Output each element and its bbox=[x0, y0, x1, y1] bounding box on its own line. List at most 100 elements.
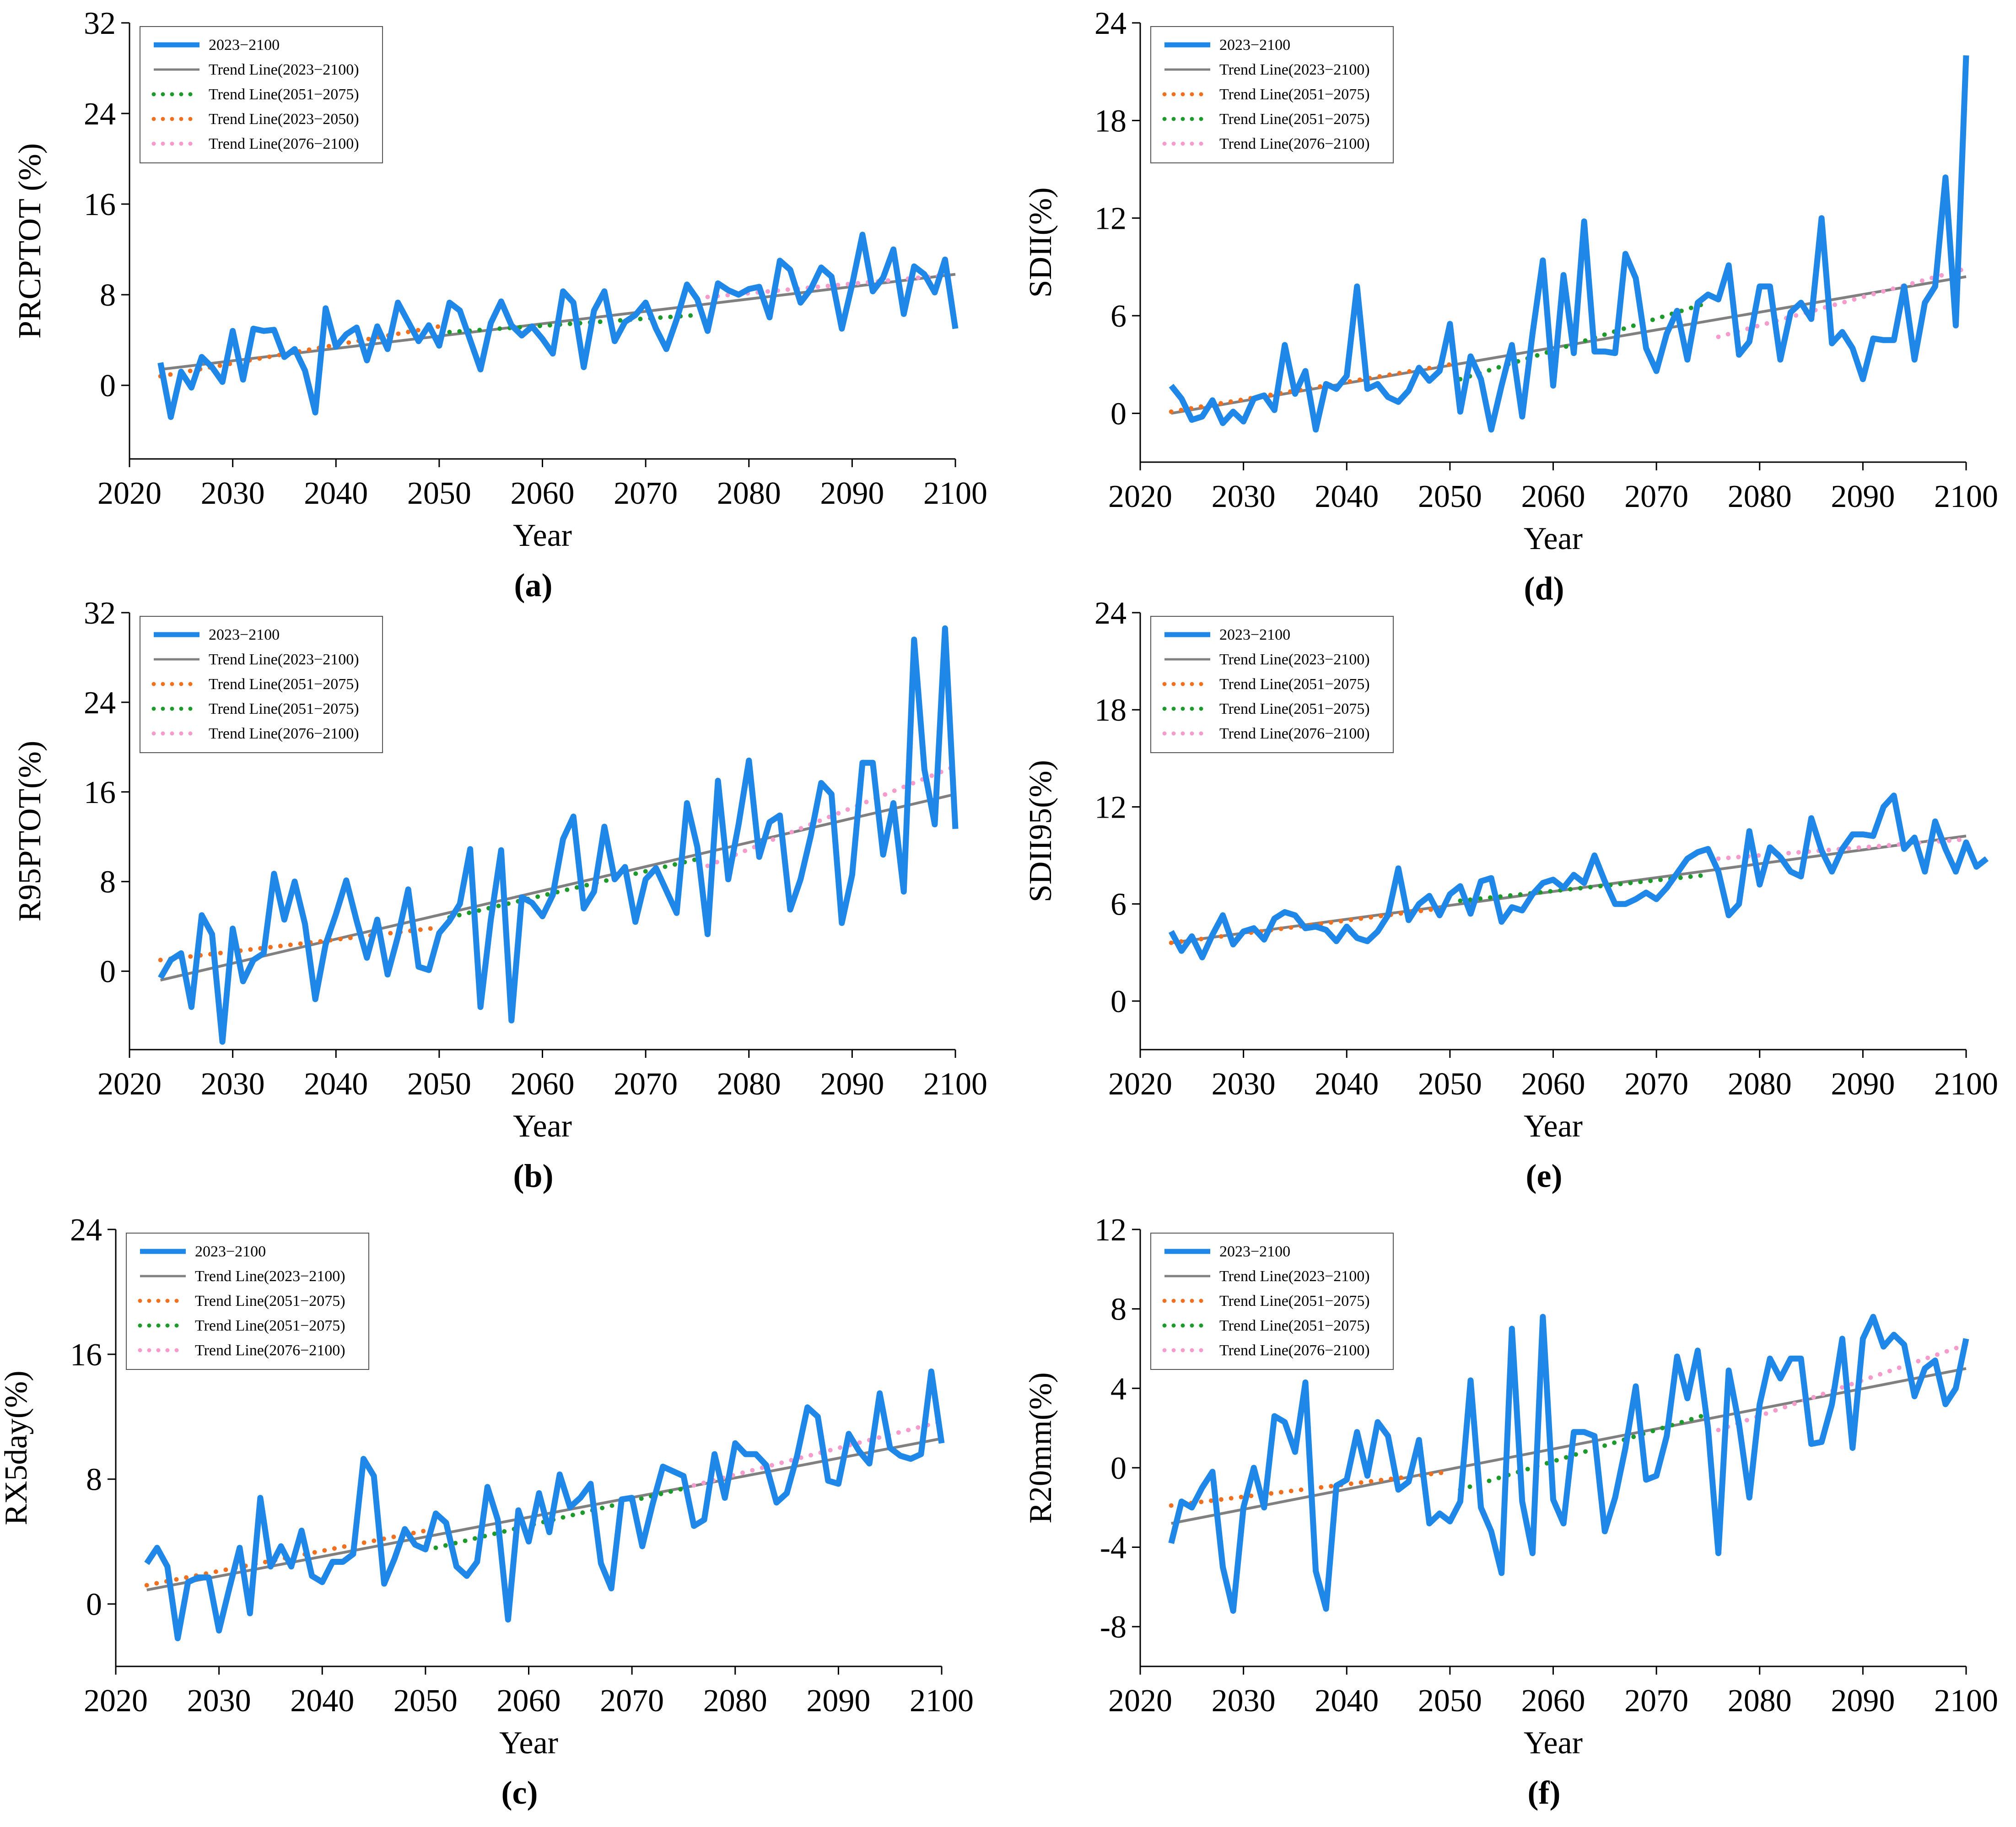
trend-line-green bbox=[433, 1486, 686, 1550]
x-tick-label: 2080 bbox=[703, 1683, 767, 1719]
x-tick-label: 2100 bbox=[1934, 479, 1998, 514]
x-tick-label: 2090 bbox=[1831, 479, 1895, 514]
y-tick-label: 32 bbox=[84, 596, 116, 631]
legend-label: 2023−2100 bbox=[209, 626, 280, 643]
legend: 2023−2100 Trend Line(2023−2100) Trend Line… bbox=[1150, 616, 1394, 753]
legend: 2023−2100 Trend Line(2023−2100) Trend Line… bbox=[140, 26, 383, 163]
legend-label: Trend Line(2051−2075) bbox=[1219, 1293, 1370, 1310]
y-axis-title: R20mm(%) bbox=[1023, 1372, 1058, 1524]
y-tick-label: 16 bbox=[84, 775, 116, 810]
x-tick-label: 2080 bbox=[717, 476, 781, 511]
series-line bbox=[1168, 1314, 1969, 1614]
legend-label: Trend Line(2023−2100) bbox=[195, 1268, 345, 1285]
legend-label: Trend Line(2051−2075) bbox=[209, 701, 359, 717]
y-tick-label: 18 bbox=[1094, 103, 1127, 139]
y-tick-label: 12 bbox=[1094, 201, 1127, 237]
x-tick-label: 2070 bbox=[600, 1683, 664, 1719]
trend-line-pink bbox=[1716, 1342, 1968, 1433]
y-tick-label: 0 bbox=[100, 954, 116, 990]
x-axis-title: Year bbox=[513, 1109, 572, 1144]
trend-line-pink bbox=[1716, 837, 1968, 861]
legend-label: Trend Line(2051−2075) bbox=[195, 1317, 345, 1334]
legend-label: Trend Line(2051−2075) bbox=[1219, 86, 1370, 103]
y-axis-title: RX5day(%) bbox=[0, 1370, 34, 1525]
x-tick-label: 2070 bbox=[1624, 1683, 1688, 1719]
panel-label: (a) bbox=[514, 567, 553, 604]
x-tick-label: 2020 bbox=[97, 476, 162, 511]
panel-label: (c) bbox=[501, 1774, 538, 1811]
y-tick-label: 6 bbox=[1110, 887, 1127, 922]
legend-label: Trend Line(2023−2100) bbox=[1219, 1268, 1370, 1285]
panel-f: 2020 2030 2040 2050 2060 2070 2080 2090 2100 -8 -4… bbox=[1023, 1213, 1998, 1811]
y-tick-label: 8 bbox=[100, 865, 116, 900]
x-tick-label: 2060 bbox=[1521, 479, 1585, 514]
x-tick-label: 2100 bbox=[910, 1683, 974, 1719]
x-tick-label: 2040 bbox=[304, 1067, 368, 1102]
y-tick-label: 6 bbox=[1110, 299, 1127, 334]
legend: 2023−2100 Trend Line(2023−2100) Trend Line… bbox=[126, 1233, 369, 1370]
x-tick-label: 2090 bbox=[1831, 1067, 1895, 1102]
x-tick-label: 2050 bbox=[1418, 1067, 1482, 1102]
legend-label: Trend Line(2076−2100) bbox=[1219, 1342, 1370, 1359]
legend-label: Trend Line(2023−2100) bbox=[209, 651, 359, 668]
panel-b: 2020 2030 2040 2050 2060 2070 2080 2090 2100 0 8 16… bbox=[12, 596, 987, 1194]
x-tick-label: 2070 bbox=[614, 476, 678, 511]
y-axis-title: SDII95(%) bbox=[1023, 760, 1058, 902]
legend-label: Trend Line(2051−2075) bbox=[1219, 676, 1370, 693]
panel-label: (b) bbox=[513, 1158, 554, 1194]
y-tick-label: 16 bbox=[70, 1337, 102, 1373]
legend-label: 2023−2100 bbox=[1219, 626, 1290, 643]
series-line bbox=[144, 1368, 945, 1642]
x-tick-label: 2030 bbox=[187, 1683, 251, 1719]
y-axis-title: R95PTOT(%) bbox=[12, 741, 48, 922]
y-tick-label: 8 bbox=[100, 278, 116, 313]
legend-label: 2023−2100 bbox=[195, 1243, 266, 1260]
panel-c: 2020 2030 2040 2050 2060 2070 2080 2090 2100 0 8 16… bbox=[0, 1213, 974, 1811]
x-tick-label: 2080 bbox=[1728, 1683, 1792, 1719]
y-tick-label: -4 bbox=[1100, 1531, 1127, 1566]
x-tick-label: 2090 bbox=[820, 1067, 884, 1102]
x-tick-label: 2080 bbox=[717, 1067, 781, 1102]
y-tick-label: 24 bbox=[84, 97, 116, 132]
x-tick-label: 2050 bbox=[393, 1683, 458, 1719]
panel-label: (e) bbox=[1526, 1158, 1563, 1194]
x-tick-label: 2040 bbox=[290, 1683, 354, 1719]
x-axis-title: Year bbox=[499, 1725, 558, 1761]
trend-line-green bbox=[1458, 300, 1710, 382]
y-tick-label: 0 bbox=[1110, 396, 1127, 431]
x-axis-title: Year bbox=[1524, 1725, 1583, 1761]
panel-a: 2020 2030 2040 2050 2060 2070 2080 2090 2100 0 8 16… bbox=[12, 6, 987, 604]
x-tick-label: 2070 bbox=[1624, 1067, 1688, 1102]
trend-line-orange bbox=[158, 324, 442, 379]
trend-line-full bbox=[160, 792, 956, 982]
panel-e: 2020 2030 2040 2050 2060 2070 2080 2090 2100 0 6 12… bbox=[1023, 596, 1998, 1194]
x-tick-label: 2030 bbox=[1212, 479, 1276, 514]
legend-label: Trend Line(2076−2100) bbox=[1219, 135, 1370, 152]
y-tick-label: 12 bbox=[1094, 790, 1127, 825]
y-tick-label: 0 bbox=[100, 368, 116, 404]
x-tick-label: 2090 bbox=[820, 476, 884, 511]
legend-label: Trend Line(2023−2100) bbox=[209, 61, 359, 78]
trend-line-green bbox=[1458, 1412, 1710, 1492]
x-tick-label: 2100 bbox=[1934, 1683, 1998, 1719]
x-tick-label: 2030 bbox=[201, 1067, 265, 1102]
legend-label: Trend Line(2076−2100) bbox=[1219, 725, 1370, 742]
series-line bbox=[1168, 792, 1989, 960]
panel-d: 2020 2030 2040 2050 2060 2070 2080 2090 2100 0 6 12… bbox=[1023, 6, 1998, 607]
legend: 2023−2100 Trend Line(2023−2100) Trend Line… bbox=[1150, 1233, 1394, 1370]
x-tick-label: 2060 bbox=[1521, 1683, 1585, 1719]
y-tick-label: 24 bbox=[1094, 6, 1127, 41]
legend-label: Trend Line(2076−2100) bbox=[209, 725, 359, 742]
x-axis-title: Year bbox=[1524, 521, 1583, 556]
trend-line-orange bbox=[158, 925, 442, 963]
x-tick-label: 2020 bbox=[1108, 1067, 1172, 1102]
x-tick-label: 2020 bbox=[97, 1067, 162, 1102]
y-tick-label: 0 bbox=[86, 1587, 102, 1622]
x-tick-label: 2100 bbox=[923, 476, 987, 511]
y-axis-title: PRCPTOT (%) bbox=[12, 143, 48, 339]
legend-label: Trend Line(2051−2075) bbox=[209, 676, 359, 693]
trend-line-green bbox=[447, 857, 700, 920]
x-tick-label: 2090 bbox=[806, 1683, 870, 1719]
x-tick-label: 2060 bbox=[1521, 1067, 1585, 1102]
series-line bbox=[157, 232, 959, 420]
